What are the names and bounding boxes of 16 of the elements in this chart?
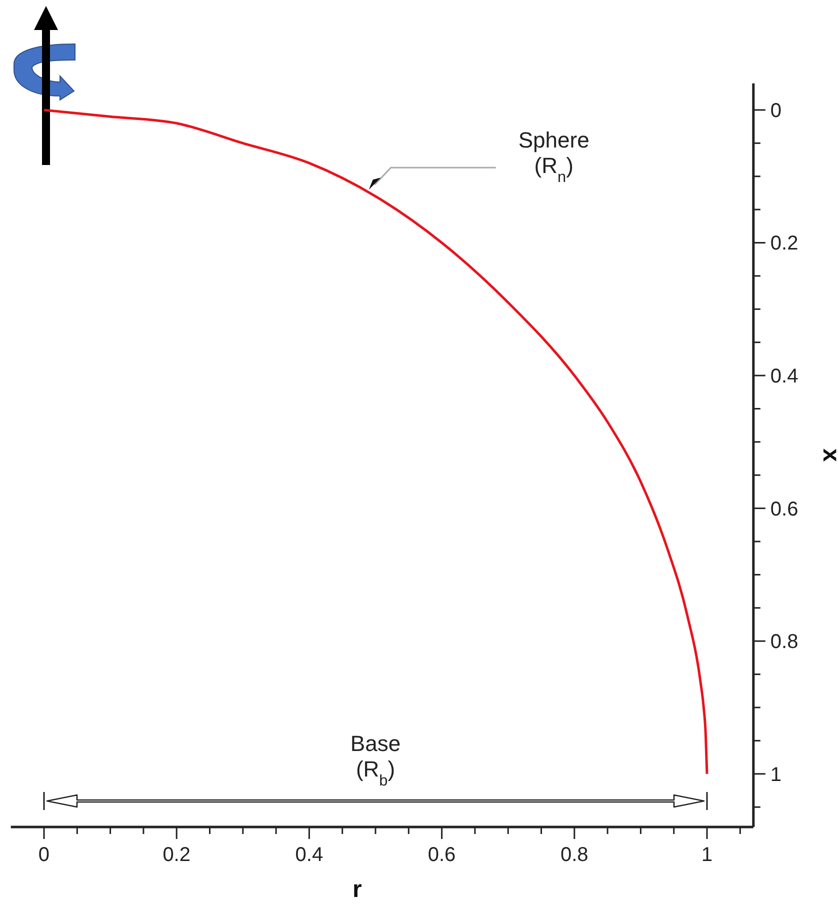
x-axis-title: r (352, 876, 362, 903)
annotation: Base (R$_{b}$) (350, 731, 401, 789)
x-tick-label: 0.8 (560, 844, 588, 866)
y-tick-label: 0.6 (770, 498, 798, 520)
x-tick-label: 0.6 (428, 844, 456, 866)
y-tick-label: 0.4 (770, 366, 798, 388)
y-axis-title: x (817, 448, 838, 463)
x-tick-label: 1 (701, 844, 713, 866)
x-tick-label: 0.2 (162, 844, 191, 866)
x-tick-label: 0.4 (295, 844, 324, 866)
annotation: Sphere (R$_{n}$) (518, 128, 590, 186)
y-tick-label: 0 (770, 100, 782, 122)
x-tick-label: 0 (38, 844, 50, 866)
y-tick-label: 0.2 (770, 232, 798, 255)
y-tick-label: 0.8 (770, 631, 798, 654)
y-tick-label: 1 (770, 764, 782, 786)
